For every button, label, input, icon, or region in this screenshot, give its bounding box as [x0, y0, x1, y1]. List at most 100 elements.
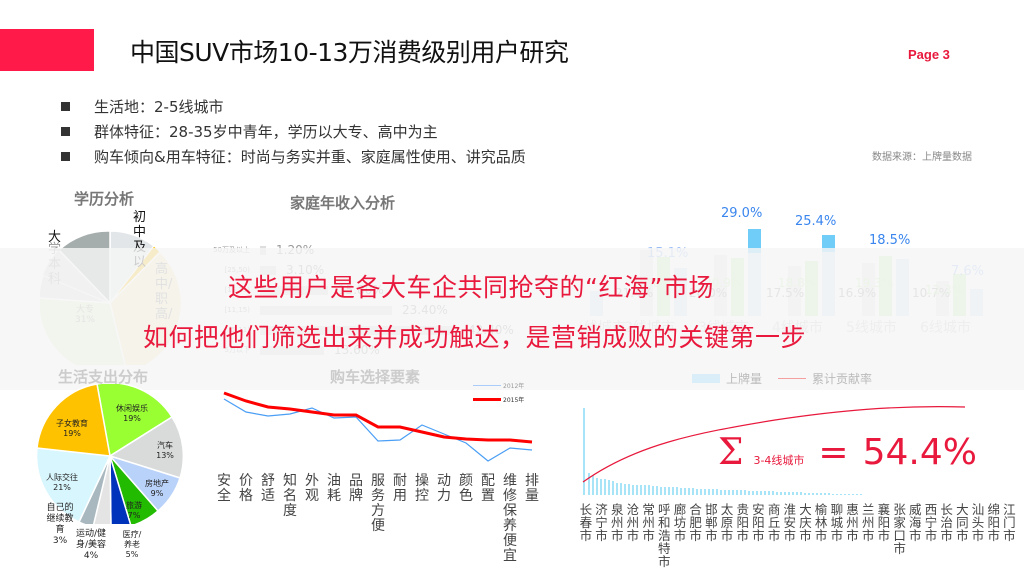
- factor-axis-labels: 安全 价格 舒适 知名度 外观 油耗 品牌 服务方便 耐用 操控 动力 颜色 配…: [210, 474, 550, 564]
- city-label: 榆林市: [814, 502, 828, 543]
- factor-label: 配置: [481, 473, 495, 504]
- city-label: 长春市: [579, 502, 593, 543]
- factor-label: 颜色: [459, 473, 473, 504]
- city-contribution-chart: [582, 406, 966, 495]
- city-label: 威海市: [909, 502, 922, 543]
- city-label: 襄阳市: [877, 502, 891, 543]
- overlay-headline-2: 如何把他们筛选出来并成功触达，是营销成败的关键第一步: [143, 323, 807, 352]
- bullet-text: 生活地：2-5线城市: [94, 98, 224, 116]
- city-label: 聊城市: [830, 502, 844, 543]
- slice-pct: 5%: [125, 550, 139, 559]
- city-tier-legend: 上牌量 累计贡献率: [692, 370, 872, 387]
- slice-label-car: 汽车 13%: [150, 440, 180, 460]
- city-label: 合肥市: [689, 502, 702, 543]
- slice-pct: 19%: [123, 414, 141, 423]
- purchase-factors-line-chart: [223, 391, 533, 462]
- bullet-text: 购车倾向&用车特征：时尚与务实并重、家庭属性使用、讲究品质: [94, 148, 526, 166]
- city-label: 惠州市: [846, 502, 859, 543]
- bullet-item: 购车倾向&用车特征：时尚与务实并重、家庭属性使用、讲究品质: [60, 144, 526, 169]
- sigma-value: 54.4%: [862, 432, 977, 473]
- legend-label: 2015年: [503, 397, 525, 404]
- slice-pct: 4%: [83, 551, 99, 561]
- city-label: 长治市: [940, 502, 953, 543]
- slice-label-medical: 医疗/养老 5%: [118, 530, 146, 560]
- city-label: 兰州市: [861, 502, 875, 543]
- page-title: 中国SUV市场10-13万消费级别用户研究: [130, 38, 569, 67]
- slice-name: 子女教育: [56, 419, 88, 428]
- edu-label-bachelor-top: 大: [48, 230, 62, 245]
- svg-text:18.5%: 18.5%: [869, 233, 910, 248]
- city-label: 商丘市: [767, 502, 781, 543]
- city-label: 太原市: [720, 502, 734, 543]
- page-number: Page 3: [908, 47, 950, 62]
- factor-label: 品牌: [349, 473, 363, 504]
- sigma-subscript: 3-4线城市: [753, 454, 805, 467]
- square-bullet-icon: [61, 152, 70, 161]
- svg-text:29.0%: 29.0%: [721, 206, 762, 221]
- slice-label-leisure: 休闲娱乐 19%: [112, 403, 152, 423]
- slice-label-child: 子女教育 19%: [54, 418, 90, 438]
- factor-label: 舒适: [261, 473, 275, 504]
- city-label: 张家口市: [893, 502, 906, 556]
- factor-label: 安全: [217, 473, 231, 504]
- city-label: 常州市: [642, 502, 655, 543]
- city-label: 廊坊市: [673, 502, 687, 543]
- slice-name: 医疗/: [122, 530, 142, 539]
- factor-label: 维修保养便宜: [503, 473, 517, 564]
- factors-legend-2015: 2015年: [473, 395, 524, 404]
- city-label: 汕头市: [971, 502, 985, 543]
- factor-label: 外观: [305, 473, 319, 504]
- slice-name: 旅游: [126, 501, 142, 510]
- bullet-item: 生活地：2-5线城市: [60, 94, 526, 119]
- city-label: 大同市: [956, 502, 969, 543]
- factor-label: 知名度: [283, 473, 297, 519]
- slice-label-sport: 运动/健 身/美容 4%: [74, 529, 108, 562]
- city-label: 淮安市: [783, 502, 797, 543]
- income-chart-title: 家庭年收入分析: [290, 194, 396, 212]
- city-axis-labels: 长春市 济宁市 泉州市 沧州市 常州市 呼和浩特市 廊坊市 合肥市 邯郸市 太原…: [578, 503, 1017, 568]
- slice-pct: 7%: [127, 511, 141, 520]
- message-overlay: [0, 248, 1024, 390]
- sigma-icon: Σ: [718, 432, 744, 473]
- city-label: 大庆市: [799, 502, 812, 543]
- factor-label: 排量: [525, 473, 539, 504]
- factor-label: 价格: [239, 473, 253, 504]
- accent-bar: [0, 29, 94, 71]
- factor-label: 服务方便: [371, 473, 385, 534]
- factor-label: 耐用: [393, 473, 407, 504]
- legend-label: 上牌量: [726, 372, 763, 386]
- overlay-headline-1: 这些用户是各大车企共同抢夺的“红海”市场: [228, 273, 714, 302]
- slice-name: 养老: [124, 540, 140, 549]
- city-label: 西宁市: [924, 502, 938, 543]
- sigma-annotation: Σ 3-4线城市 = 54.4%: [718, 432, 977, 473]
- slice-pct: 19%: [63, 429, 81, 438]
- bullet-list: 生活地：2-5线城市 群体特征：28-35岁中青年，学历以大专、高中为主 购车倾…: [60, 94, 526, 169]
- legend-swatch-bar-icon: [692, 374, 720, 383]
- factors-chart-title: 购车选择要素: [330, 368, 421, 386]
- legend-swatch-line-icon: [778, 378, 807, 379]
- city-label: 安阳市: [752, 502, 765, 543]
- slice-pct: 3%: [52, 536, 68, 546]
- expenses-pie-chart: [35, 384, 185, 524]
- bullet-item: 群体特征：28-35岁中青年，学历以大专、高中为主: [60, 119, 526, 144]
- city-label: 泉州市: [610, 502, 624, 543]
- slice-name: 继续教: [46, 514, 74, 524]
- city-label: 江门市: [1003, 502, 1016, 543]
- legend-label: 累计贡献率: [812, 372, 873, 386]
- slice-pct: 21%: [53, 483, 71, 492]
- factors-legend-2012: 2012年: [473, 381, 524, 390]
- legend-line-icon: [473, 398, 501, 401]
- data-source-note: 数据来源：上牌量数据: [872, 152, 972, 163]
- city-label: 贵阳市: [736, 502, 749, 543]
- slice-name: 自己的: [46, 503, 74, 513]
- slice-label-social: 人际交往 21%: [45, 472, 79, 492]
- bullet-text: 群体特征：28-35岁中青年，学历以大专、高中为主: [94, 123, 438, 141]
- legend-label: 2012年: [503, 383, 525, 390]
- city-label: 邯郸市: [705, 502, 718, 543]
- svg-text:25.4%: 25.4%: [795, 214, 836, 229]
- square-bullet-icon: [61, 127, 70, 136]
- city-label: 沧州市: [626, 502, 640, 543]
- slice-label-selfedu: 自己的 继续教育 3%: [44, 503, 76, 547]
- slice-name: 汽车: [157, 441, 173, 450]
- slice-name: 运动/健: [75, 529, 107, 539]
